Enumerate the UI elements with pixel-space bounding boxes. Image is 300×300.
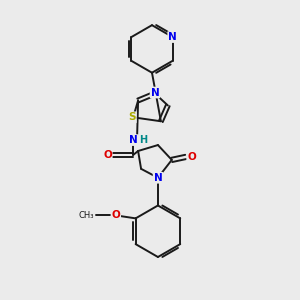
Text: N: N [129, 135, 137, 145]
Text: N: N [168, 32, 177, 42]
Text: O: O [111, 210, 120, 220]
Text: CH₃: CH₃ [79, 211, 94, 220]
Text: H: H [139, 135, 147, 145]
Text: S: S [128, 112, 136, 122]
Text: O: O [187, 152, 196, 162]
Text: O: O [103, 150, 112, 160]
Text: N: N [151, 88, 159, 98]
Text: N: N [154, 173, 162, 183]
